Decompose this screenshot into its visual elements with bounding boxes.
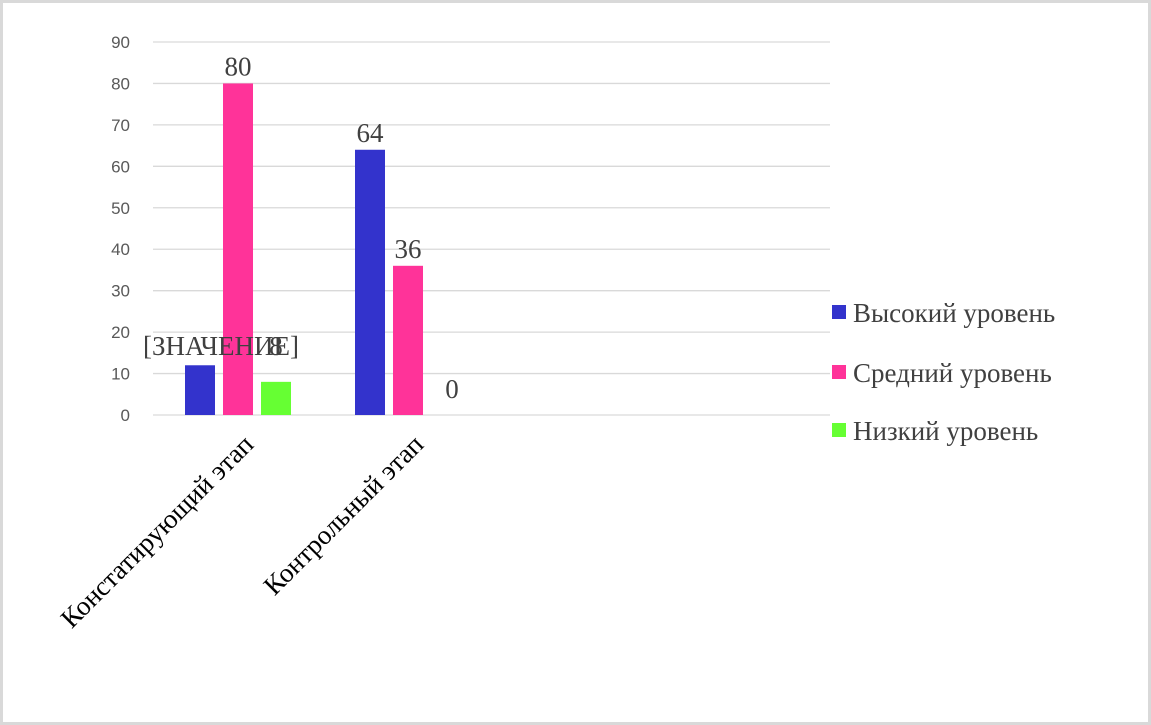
y-tick-label: 90 [111,33,130,52]
data-label: [ЗНАЧЕНИЕ] [143,331,299,361]
y-tick-label: 60 [111,157,130,176]
legend-swatch [832,365,846,379]
y-tick-label: 40 [111,240,130,259]
y-tick-label: 30 [111,282,130,301]
y-tick-label: 20 [111,323,130,342]
bar [393,265,423,415]
bar [185,365,215,415]
legend-label: Высокий уровень [853,298,1055,328]
data-label: 8 [269,331,283,361]
category-label: Констатирующий этап [55,429,260,634]
y-tick-label: 10 [111,365,130,384]
bar [223,83,253,415]
y-tick-label: 70 [111,116,130,135]
y-tick-label: 80 [111,74,130,93]
legend-label: Средний уровень [853,358,1052,388]
bars [185,83,423,415]
legend-swatch [832,423,846,437]
data-label: 36 [395,234,422,264]
data-label: 80 [225,51,252,81]
data-label: 0 [445,374,459,404]
category-label: Контрольный этап [258,429,430,601]
y-tick-label: 0 [121,406,130,425]
bar [355,149,385,415]
data-label: 64 [357,118,385,148]
legend: Высокий уровень Средний уровень Низкий уро… [832,298,1055,446]
legend-swatch [832,305,846,319]
y-axis-ticks: 0 10 20 30 40 50 60 70 80 90 [111,33,130,425]
y-tick-label: 50 [111,199,130,218]
legend-label: Низкий уровень [853,416,1038,446]
bar [261,381,291,415]
